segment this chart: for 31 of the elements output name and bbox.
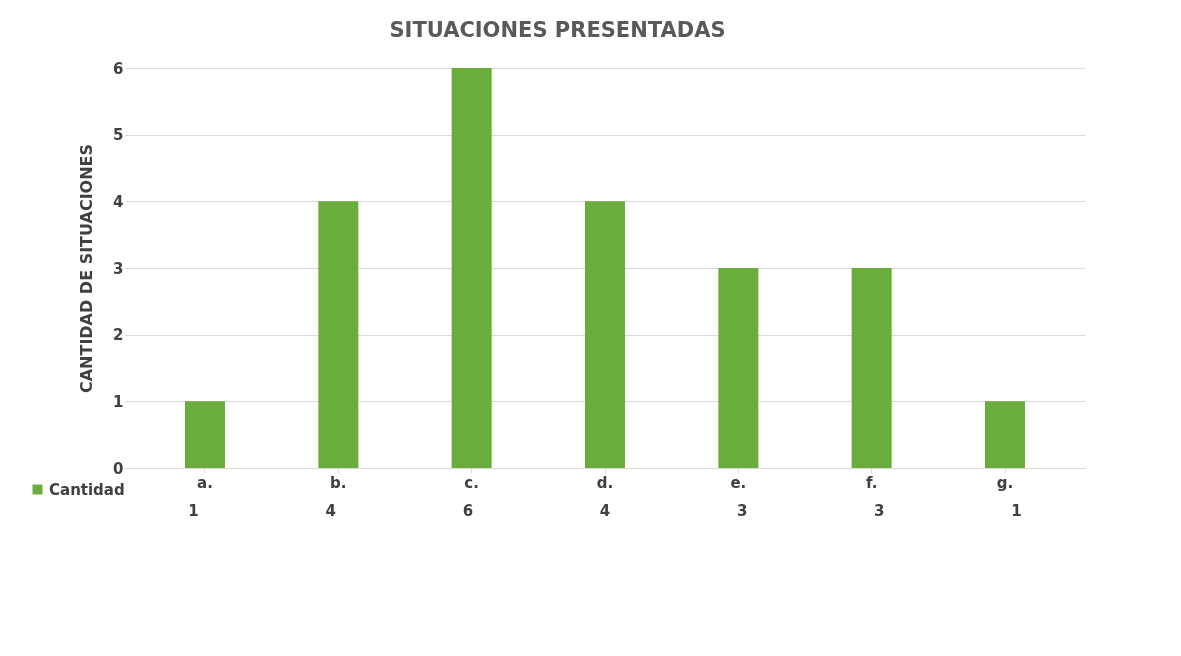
- legend-label: Cantidad: [49, 480, 125, 499]
- data-label: 6: [462, 502, 474, 520]
- bar: [585, 201, 625, 468]
- y-tick-label: 6: [113, 59, 124, 78]
- data-label: 4: [599, 502, 611, 520]
- data-label: 3: [736, 502, 748, 520]
- x-tick-label: c.: [464, 473, 479, 492]
- x-tick-label: e.: [730, 473, 747, 492]
- bar: [718, 268, 759, 468]
- y-axis-title: CANTIDAD DE SITUACIONES: [77, 143, 97, 394]
- bar: [318, 201, 359, 468]
- data-label: 3: [874, 502, 885, 520]
- x-tick-label: b.: [330, 473, 347, 492]
- bar: [451, 68, 492, 468]
- y-tick-label: 1: [113, 392, 124, 411]
- data-label: 1: [1011, 502, 1022, 520]
- bar: [985, 401, 1025, 468]
- x-tick-label: g.: [996, 473, 1014, 492]
- y-tick-label: 0: [113, 459, 124, 478]
- data-label: 4: [325, 502, 336, 520]
- bar: [851, 268, 892, 468]
- x-tick-label: f.: [865, 473, 878, 492]
- y-tick-label: 5: [113, 126, 124, 145]
- y-tick-label: 4: [113, 192, 124, 211]
- data-label: 1: [188, 502, 199, 520]
- x-tick-label: a.: [197, 473, 213, 492]
- y-tick-label: 3: [113, 259, 124, 278]
- bar: [185, 401, 225, 468]
- x-tick-label: d.: [596, 473, 614, 492]
- chart-title: SITUACIONES PRESENTADAS: [389, 18, 726, 42]
- y-tick-label: 2: [113, 326, 124, 345]
